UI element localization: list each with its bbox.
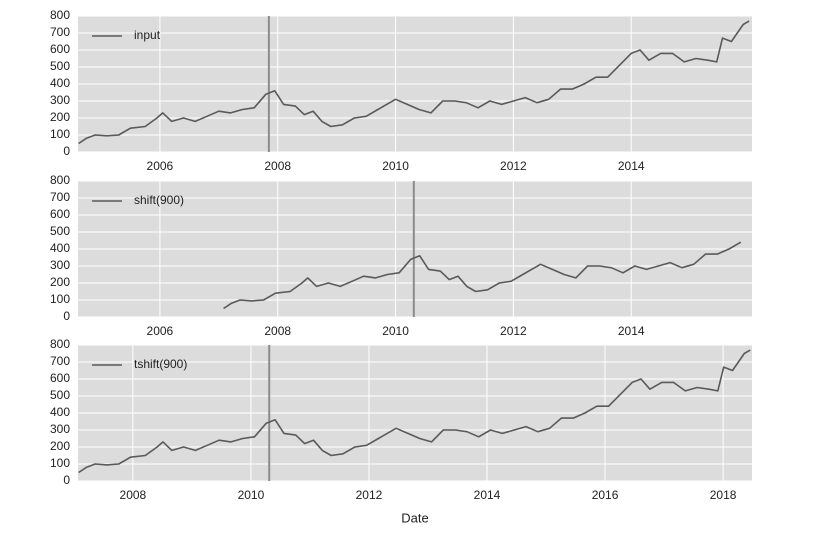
y-tick-label: 400 bbox=[50, 76, 70, 90]
x-tick-label: 2012 bbox=[500, 324, 527, 338]
y-tick-label: 600 bbox=[50, 371, 70, 385]
x-tick-label: 2006 bbox=[147, 324, 174, 338]
y-tick-label: 100 bbox=[50, 127, 70, 141]
y-tick-label: 400 bbox=[50, 241, 70, 255]
y-tick-label: 700 bbox=[50, 25, 70, 39]
line bbox=[223, 241, 742, 310]
y-tick-label: 500 bbox=[50, 388, 70, 402]
x-tick-label: 2014 bbox=[474, 488, 501, 502]
y-tick-label: 800 bbox=[50, 173, 70, 187]
line bbox=[78, 20, 750, 145]
x-tick-label: 2008 bbox=[120, 488, 147, 502]
x-tick-label: 2014 bbox=[618, 159, 645, 173]
line bbox=[78, 349, 751, 474]
y-tick-label: 200 bbox=[50, 110, 70, 124]
y-tick-label: 300 bbox=[50, 258, 70, 272]
y-tick-label: 700 bbox=[50, 354, 70, 368]
x-tick-label: 2008 bbox=[264, 159, 291, 173]
legend-label: tshift(900) bbox=[134, 357, 187, 371]
y-tick-label: 0 bbox=[63, 144, 70, 158]
x-tick-label: 2016 bbox=[592, 488, 619, 502]
y-tick-label: 800 bbox=[50, 337, 70, 351]
x-tick-label: 2012 bbox=[500, 159, 527, 173]
y-tick-label: 100 bbox=[50, 292, 70, 306]
x-tick-label: 2010 bbox=[382, 324, 409, 338]
y-tick-label: 200 bbox=[50, 275, 70, 289]
legend-label: shift(900) bbox=[134, 193, 184, 207]
legend-label: input bbox=[134, 28, 161, 42]
y-tick-label: 600 bbox=[50, 207, 70, 221]
x-tick-label: 2018 bbox=[710, 488, 737, 502]
x-tick-label: 2014 bbox=[618, 324, 645, 338]
x-tick-label: 2012 bbox=[356, 488, 383, 502]
y-tick-label: 600 bbox=[50, 42, 70, 56]
y-tick-label: 300 bbox=[50, 93, 70, 107]
x-tick-label: 2008 bbox=[264, 324, 291, 338]
y-tick-label: 300 bbox=[50, 422, 70, 436]
x-tick-label: 2010 bbox=[238, 488, 265, 502]
y-tick-label: 400 bbox=[50, 405, 70, 419]
x-axis-label: Date bbox=[401, 510, 428, 525]
y-tick-label: 200 bbox=[50, 439, 70, 453]
x-tick-label: 2006 bbox=[147, 159, 174, 173]
y-tick-label: 700 bbox=[50, 190, 70, 204]
y-tick-label: 800 bbox=[50, 8, 70, 22]
y-tick-label: 0 bbox=[63, 473, 70, 487]
y-tick-label: 0 bbox=[63, 309, 70, 323]
y-tick-label: 500 bbox=[50, 224, 70, 238]
y-tick-label: 500 bbox=[50, 59, 70, 73]
x-tick-label: 2010 bbox=[382, 159, 409, 173]
y-tick-label: 100 bbox=[50, 456, 70, 470]
